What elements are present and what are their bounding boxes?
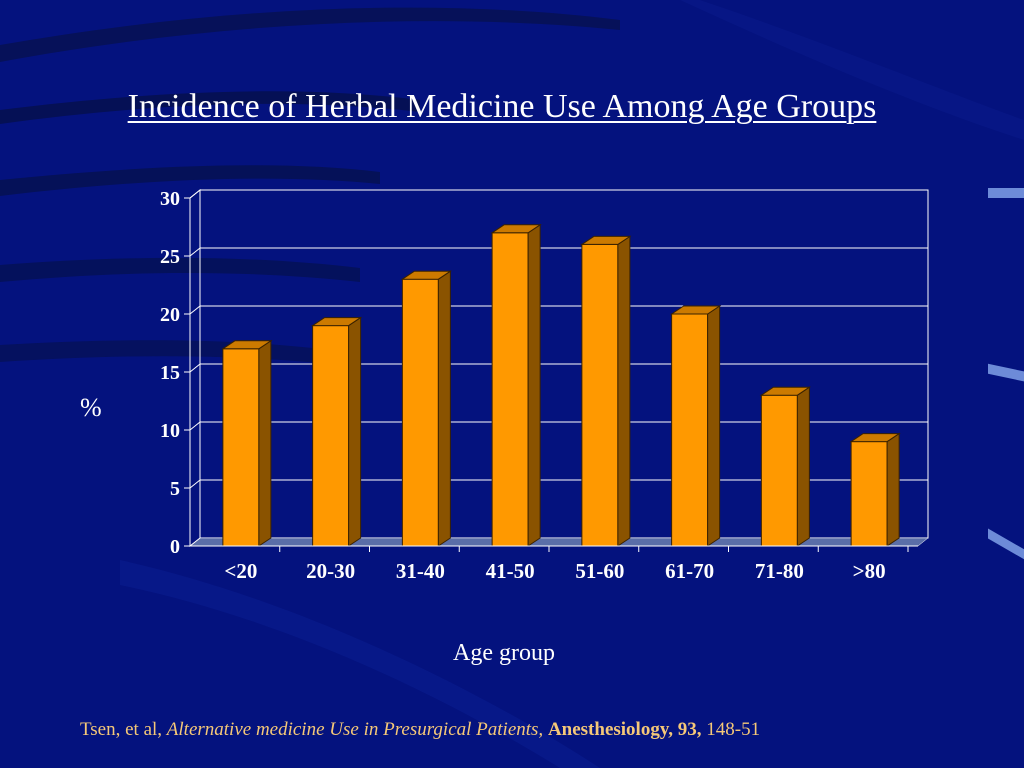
- bar-side: [527, 223, 541, 547]
- bar-top: [400, 270, 453, 280]
- slide-title: Incidence of Herbal Medicine Use Among A…: [127, 88, 877, 125]
- bar-side: [258, 339, 272, 547]
- y-tick-label: 25: [160, 246, 180, 268]
- x-tick-label: >80: [853, 559, 886, 583]
- bar-side: [617, 235, 631, 547]
- y-tick-label: 15: [160, 362, 180, 384]
- x-tick-label: <20: [224, 559, 257, 583]
- citation: Tsen, et al, Alternative medicine Use in…: [80, 719, 760, 741]
- bar: [401, 278, 439, 547]
- y-tick-label: 10: [160, 420, 180, 442]
- bar: [850, 441, 888, 547]
- bar-top: [221, 340, 273, 350]
- plot-floor: [189, 537, 929, 547]
- y-tick-label: 20: [160, 304, 180, 326]
- gridline-wall: [189, 247, 201, 257]
- bar-top: [669, 305, 722, 315]
- bar-side: [348, 316, 362, 547]
- bar-side: [707, 305, 721, 547]
- bar: [312, 325, 350, 547]
- citation-pages: 148-51: [706, 719, 761, 740]
- gridline-wall: [189, 189, 201, 199]
- bar-side: [437, 270, 451, 547]
- x-tick-label: 20-30: [306, 559, 355, 583]
- y-tick-label: 0: [170, 536, 180, 558]
- bar: [491, 232, 529, 547]
- y-tick-label: 30: [160, 188, 180, 210]
- y-axis-label: %: [80, 393, 102, 422]
- bar-side: [886, 432, 900, 547]
- side-accent-top: [988, 188, 1024, 198]
- bar: [671, 313, 709, 547]
- x-axis-label: Age group: [453, 640, 555, 666]
- x-tick-label: 41-50: [486, 559, 535, 583]
- citation-journal: Anesthesiology, 93,: [547, 719, 707, 740]
- bar-top: [849, 433, 901, 443]
- bar: [222, 348, 260, 547]
- x-tick-label: 61-70: [665, 559, 714, 583]
- bar-side: [796, 386, 810, 547]
- y-tick-label: 5: [170, 478, 180, 500]
- bar-top: [759, 386, 812, 396]
- gridline-wall: [189, 305, 201, 315]
- gridline-wall: [189, 479, 201, 489]
- citation-article: Alternative medicine Use in Presurgical …: [166, 719, 548, 740]
- citation-authors: Tsen, et al,: [80, 719, 167, 740]
- gridline-wall: [189, 421, 201, 431]
- x-tick-label: 51-60: [575, 559, 624, 583]
- bar-top: [580, 235, 632, 245]
- bar-top: [490, 224, 542, 234]
- x-tick-label: 71-80: [755, 559, 804, 583]
- x-tick-label: 31-40: [396, 559, 445, 583]
- bar: [581, 243, 619, 547]
- bar-top: [310, 317, 363, 327]
- bar: [760, 394, 798, 547]
- gridline-wall: [189, 363, 201, 373]
